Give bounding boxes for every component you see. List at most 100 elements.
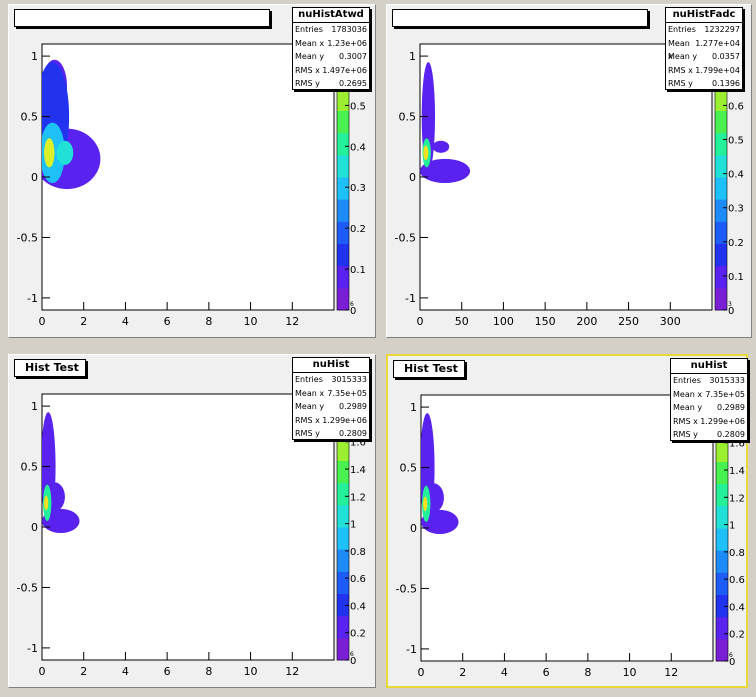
y-tick-label: 0.5 (399, 111, 417, 124)
stats-value: 0.0357 (712, 52, 740, 61)
palette-segment (337, 571, 349, 594)
plot-pad[interactable]: 0 2 4 6 8 10 12 -1 -0.5 0 0.5 1 0 0.2 0.4 0.6 0.8 1 1.2 1.4… (386, 354, 748, 688)
x-tick-label: 200 (576, 315, 597, 328)
stats-label: RMS y (668, 79, 693, 88)
stats-row: Mean x 1.277e+04 (666, 37, 742, 62)
palette-segment (337, 593, 349, 617)
y-tick-label: -0.5 (396, 582, 417, 595)
palette-segment (337, 482, 349, 506)
stats-label: Mean y (673, 403, 703, 412)
y-tick-label: 0.5 (21, 461, 39, 474)
x-tick-label: 100 (493, 315, 514, 328)
x-tick-label: 150 (535, 315, 556, 328)
stats-row: RMS x 1.497e+06 (293, 64, 369, 78)
plot-frame (419, 43, 713, 311)
x-tick-label: 10 (623, 666, 637, 679)
y-tick-label: 0 (410, 522, 417, 535)
stats-box: nuHistFadc Entries 1232297 Mean x 1.277e+04 M… (665, 7, 743, 90)
x-tick-label: 10 (244, 665, 258, 678)
z-tick-label: 1.4 (350, 465, 366, 476)
z-tick-label: 0.3 (728, 204, 744, 215)
z-tick-label: 1.6 (350, 438, 366, 449)
palette-segment (337, 265, 349, 289)
stats-row: Entries 3015333 (293, 373, 369, 387)
stats-value: 7.35e+05 (327, 388, 367, 398)
stats-value: 0.2695 (339, 79, 367, 88)
x-tick-label: 6 (543, 666, 550, 679)
z-tick-label: 1.4 (729, 466, 745, 477)
stats-row: Entries 1232297 (666, 23, 742, 37)
plot-frame (420, 394, 714, 662)
z-tick-label: 0.2 (729, 630, 745, 641)
stats-label: Mean x (668, 38, 690, 62)
stats-label: Mean x (295, 388, 325, 398)
z-tick-label: 0 (350, 656, 356, 667)
plot-pad[interactable]: 024681012-1-0.500.5100.10.20.30.40.50.66… (8, 4, 376, 338)
stats-label: Entries (673, 376, 701, 385)
z-tick-label: 0.2 (728, 238, 744, 249)
y-tick-label: 0.5 (400, 462, 418, 475)
stats-label: Mean y (295, 52, 325, 61)
histogram-name: nuHistAtwd (293, 8, 369, 23)
z-min-label: 3 (728, 301, 732, 308)
z-tick-label: 0.4 (350, 142, 366, 153)
palette-segment (337, 527, 349, 550)
palette-segment (337, 637, 349, 661)
palette-segment (715, 154, 727, 178)
z-tick-label: 0.6 (728, 101, 744, 112)
plot-pad[interactable]: 0 2 4 6 8 10 12 -1 -0.5 0 0.5 1 0 0.2 0.4 0.6 0.8 1 1.2 1.4… (8, 354, 376, 688)
palette-segment (716, 638, 728, 662)
stats-row: RMS x 1.799e+04 (666, 64, 742, 78)
z-tick-label: 0.2 (350, 224, 366, 235)
z-min-label: 6 (729, 652, 733, 659)
y-tick-label: -1 (406, 643, 417, 656)
palette-segment (715, 110, 727, 134)
palette-segment (337, 177, 349, 200)
stats-label: Mean x (295, 38, 325, 48)
x-tick-label: 2 (80, 665, 87, 678)
stats-row: RMS x 1.299e+06 (293, 414, 369, 428)
palette-segment (337, 132, 349, 156)
stats-box: nuHistAtwd Entries 1783036 Mean x 1.23e+06 Me… (292, 7, 370, 90)
pad-title: Hist Test (393, 360, 465, 378)
x-tick-label: 0 (418, 666, 425, 679)
palette-segment (716, 594, 728, 618)
palette-segment (716, 616, 728, 640)
pad-title (392, 9, 648, 27)
z-tick-label: 1 (350, 520, 356, 531)
palette-segment (715, 199, 727, 222)
stats-value: 3015333 (709, 376, 745, 385)
stats-label: Mean y (668, 52, 698, 61)
stats-value: 1.23e+06 (327, 38, 367, 48)
histogram-plot: 0 2 4 6 8 10 12-1-0.500.5100.20.40.60.811.21.4… (396, 394, 745, 679)
x-tick-label: 12 (285, 315, 299, 328)
stats-row: Mean y 0.0357 (666, 50, 742, 64)
y-tick-label: -0.5 (17, 581, 38, 594)
stats-value: 0.2809 (717, 430, 745, 439)
histogram-plot: 0 50 100 150 200 250 300 -1 -0.5 0 0.5 1 0 0.1 0.2 0.3 0… (395, 43, 744, 328)
stats-label: Entries (668, 25, 696, 34)
z-tick-label: 0.1 (728, 272, 744, 283)
stats-row: Mean x 7.35e+05 (671, 388, 747, 402)
x-tick-label: 6 (164, 665, 171, 678)
stats-value: 1.799e+04 (695, 65, 740, 75)
plot-pad[interactable]: 0 50 100 150 200 250 300 -1 -0.5 0 0.5 1 0 0.1 0.2 0.3 0… (386, 4, 752, 338)
stats-value: 0.2809 (339, 429, 367, 438)
stats-value: 0.2989 (717, 403, 745, 412)
palette-segment (337, 199, 349, 222)
stats-label: RMS x (668, 65, 693, 75)
palette-segment (337, 110, 349, 134)
histogram-name: nuHist (671, 359, 747, 374)
palette-segment (715, 243, 727, 267)
stats-label: RMS y (295, 79, 320, 88)
palette-segment (716, 439, 728, 462)
stats-row: Entries 1783036 (293, 23, 369, 37)
stats-value: 0.1396 (712, 79, 740, 88)
stats-value: 3015333 (331, 375, 367, 384)
contour-region (44, 495, 49, 511)
stats-value: 0.2989 (339, 402, 367, 411)
stats-label: RMS y (673, 430, 698, 439)
contour-region (44, 138, 55, 168)
histogram-name: nuHistFadc (666, 8, 742, 23)
palette-segment (716, 505, 728, 529)
